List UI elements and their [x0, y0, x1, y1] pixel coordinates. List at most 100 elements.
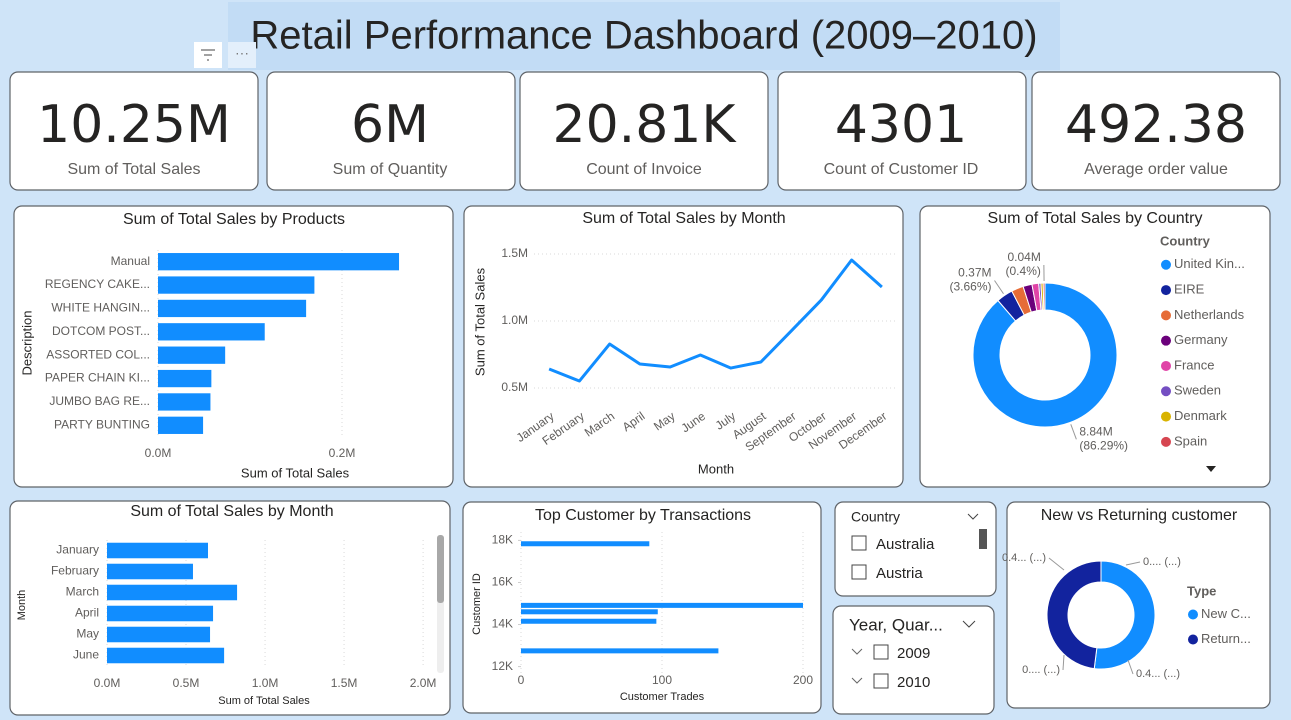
annotation: 0.... (...)	[1143, 556, 1181, 568]
y-tick-label: ASSORTED COL...	[46, 347, 150, 361]
scroll-thumb[interactable]	[437, 535, 444, 603]
bar	[158, 299, 307, 318]
legend-marker	[1161, 285, 1171, 296]
y-tick-label: 12K	[492, 659, 513, 673]
legend-more[interactable]	[1206, 466, 1216, 472]
kpi-label: Sum of Quantity	[333, 161, 448, 178]
data-label: 0.04M	[1008, 250, 1041, 264]
legend-marker	[1161, 411, 1171, 422]
y-axis-title: Description	[19, 310, 34, 375]
kpi-card	[266, 71, 516, 191]
x-tick-label: 0.0M	[94, 676, 121, 690]
more-icon[interactable]	[228, 42, 256, 68]
slicer-item[interactable]: Australia	[876, 536, 935, 553]
data-label: 0.37M	[958, 266, 991, 280]
expand-chevron[interactable]	[851, 677, 863, 684]
bar	[521, 609, 658, 615]
x-tick-label: 2.0M	[410, 676, 437, 690]
line	[548, 258, 883, 383]
legend-label: Sweden	[1174, 383, 1221, 398]
checkbox[interactable]	[873, 644, 889, 660]
slicer-chevron[interactable]	[962, 620, 976, 628]
legend-title: Type	[1187, 583, 1216, 598]
slicer-item[interactable]: Austria	[876, 565, 923, 582]
chart-title: New vs Returning customer	[1041, 507, 1238, 524]
x-tick-label: 0.0M	[145, 446, 172, 460]
y-axis-title: Sum of Total Sales	[472, 267, 487, 376]
x-tick-label: 100	[652, 673, 672, 687]
kpi-card	[1031, 71, 1281, 191]
y-tick-label: DOTCOM POST...	[52, 324, 150, 338]
bar	[107, 563, 193, 580]
x-tick-label: 1.5M	[331, 676, 358, 690]
x-axis-title: Customer Trades	[620, 691, 705, 703]
legend-marker	[1161, 259, 1171, 270]
y-tick-label: 16K	[492, 575, 513, 589]
legend-label: United Kin...	[1174, 256, 1245, 271]
slicer-chevron[interactable]	[967, 513, 979, 520]
expand-chevron[interactable]	[851, 648, 863, 655]
bar	[158, 369, 212, 388]
legend-label: Spain	[1174, 433, 1207, 448]
y-tick-label: PARTY BUNTING	[54, 417, 150, 431]
slice	[1042, 282, 1046, 311]
checkbox[interactable]	[851, 564, 867, 580]
kpi-value: 4301	[835, 95, 967, 155]
y-tick-label: 1.5M	[501, 246, 528, 260]
chart-title: Sum of Total Sales by Country	[988, 210, 1203, 227]
legend-label: Denmark	[1174, 408, 1227, 423]
legend-marker	[1161, 360, 1171, 371]
title-band	[228, 2, 1060, 70]
legend-label: Netherlands	[1174, 307, 1245, 322]
kpi-label: Sum of Total Sales	[67, 161, 200, 178]
legend-marker	[1188, 609, 1198, 620]
y-tick-label: PAPER CHAIN KI...	[45, 371, 150, 385]
chart-title: Sum of Total Sales by Month	[130, 503, 333, 520]
y-tick-label: May	[76, 627, 99, 641]
bar	[107, 542, 208, 559]
chart-title: Sum of Total Sales by Products	[123, 211, 345, 228]
filter-glyph	[201, 49, 215, 61]
kpi-card	[777, 71, 1027, 191]
legend-label: EIRE	[1174, 282, 1205, 297]
y-tick-label: JUMBO BAG RE...	[49, 394, 150, 408]
y-tick-label: 1.0M	[501, 313, 528, 327]
bar	[521, 602, 803, 608]
kpi-label: Count of Invoice	[586, 161, 702, 178]
kpi-label: Count of Customer ID	[824, 161, 979, 178]
slicer-panel	[834, 501, 997, 597]
leader-line	[1048, 557, 1065, 571]
y-tick-label: January	[56, 543, 99, 557]
more-glyph: ···	[235, 45, 249, 61]
checkbox[interactable]	[873, 673, 889, 689]
bar	[107, 626, 211, 643]
y-tick-label: 0.5M	[501, 380, 528, 394]
chart-panel	[463, 205, 904, 488]
legend-marker	[1161, 310, 1171, 321]
slicer-item[interactable]: 2010	[897, 674, 930, 691]
bar	[158, 323, 265, 341]
leader-line	[994, 280, 1004, 295]
y-tick-label: WHITE HANGIN...	[51, 301, 150, 315]
y-tick-label: June	[73, 648, 99, 662]
x-axis-title: Sum of Total Sales	[241, 465, 350, 480]
slicer-scroll[interactable]	[979, 529, 987, 549]
bar	[107, 647, 225, 664]
leader-line	[1062, 654, 1065, 671]
slicer-item[interactable]: 2009	[897, 645, 930, 662]
bar	[158, 253, 400, 271]
checkbox[interactable]	[851, 535, 867, 551]
y-axis-title: Customer ID	[471, 573, 483, 635]
legend-label: Return...	[1201, 631, 1251, 646]
legend-label: Germany	[1174, 332, 1228, 347]
y-axis-title: Month	[16, 590, 28, 621]
x-tick-label: 0.5M	[173, 676, 200, 690]
y-tick-label: Manual	[111, 254, 150, 268]
kpi-value: 20.81K	[553, 95, 738, 155]
y-tick-label: REGENCY CAKE...	[45, 277, 150, 291]
annotation: 0.4... (...)	[1136, 668, 1180, 680]
data-label: (0.4%)	[1006, 264, 1041, 278]
kpi-card	[9, 71, 259, 191]
data-label: (3.66%)	[949, 280, 991, 294]
